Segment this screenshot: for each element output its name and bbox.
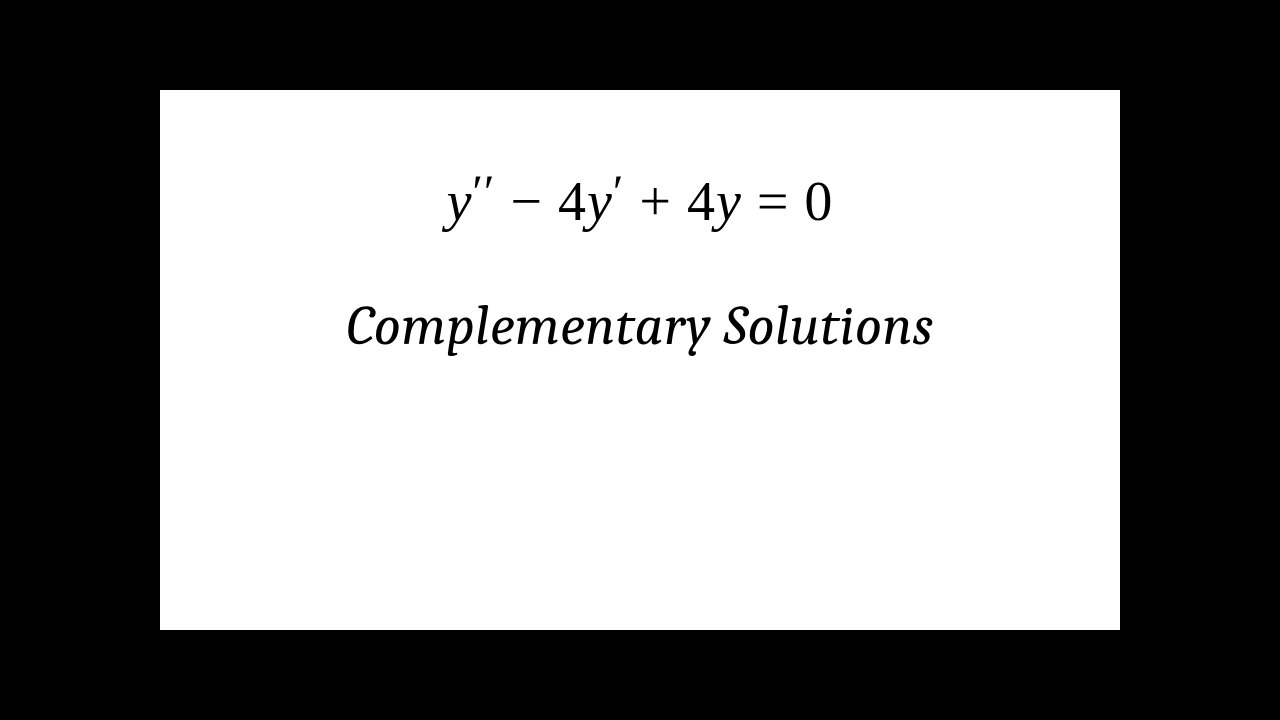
- eq-prime-double: ′′: [472, 166, 495, 219]
- eq-prime-single: ′: [613, 166, 625, 219]
- eq-var-y1: y: [447, 171, 473, 233]
- differential-equation: y′′ − 4y′ + 4y = 0: [447, 170, 834, 234]
- slide-content: y′′ − 4y′ + 4y = 0 Complementary Solutio…: [160, 90, 1120, 630]
- slide-subtitle: Complementary Solutions: [346, 294, 933, 358]
- eq-minus-term: − 4: [495, 171, 587, 233]
- eq-var-y3: y: [716, 171, 742, 233]
- eq-var-y2: y: [587, 171, 613, 233]
- eq-plus-term: + 4: [624, 171, 716, 233]
- eq-equals: = 0: [742, 171, 834, 233]
